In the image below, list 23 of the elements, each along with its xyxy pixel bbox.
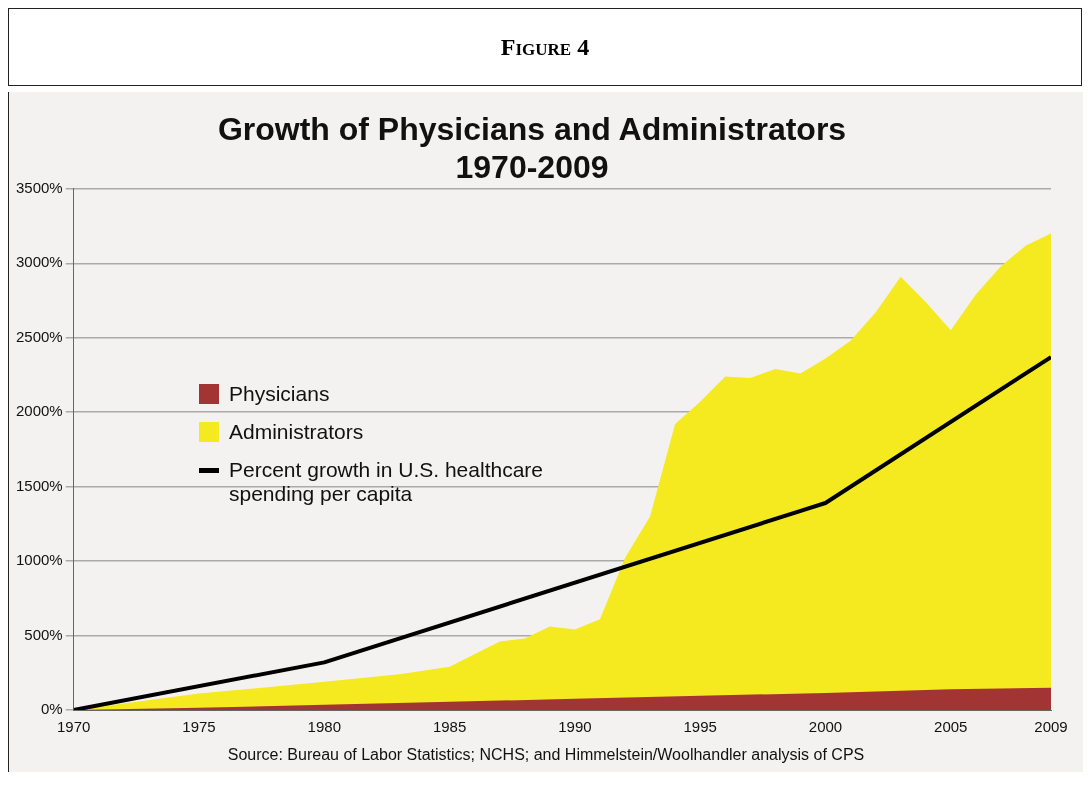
x-tick-label: 2000 [808, 718, 843, 736]
y-tick-label: 500% [24, 625, 63, 643]
source-note: Source: Bureau of Labor Statistics; NCHS; and Himmelstein/Woolhandler analysis of CPS [226, 746, 866, 764]
y-tick-label: 3500% [15, 178, 63, 196]
x-tick-label: 1995 [683, 718, 717, 736]
x-tick-label: 2005 [934, 718, 968, 736]
x-tick-label: 1975 [182, 718, 216, 736]
x-tick-label: 2009 [1034, 718, 1068, 736]
x-tick-label: 1990 [558, 718, 592, 736]
x-tick-label: 1980 [307, 718, 341, 736]
x-tick-label: 1970 [57, 718, 91, 736]
y-tick-label: 1500% [15, 476, 63, 494]
chart-title: Growth of Physicians and Administrators 1970-2009 [217, 111, 847, 186]
y-tick-label: 2000% [15, 402, 63, 420]
y-tick-label: 3000% [15, 253, 63, 271]
y-tick-label: 2500% [15, 327, 63, 345]
y-tick-label: 0% [41, 700, 63, 718]
caption: Figure 4 [500, 33, 590, 61]
legend-label: Administrators [229, 420, 364, 444]
x-tick-label: 1985 [432, 718, 467, 736]
legend-label: Physicians [229, 382, 330, 406]
legend-label: Percent growth in U.S. healthcare spending per capita [229, 458, 544, 506]
y-tick-label: 1000% [15, 551, 63, 569]
